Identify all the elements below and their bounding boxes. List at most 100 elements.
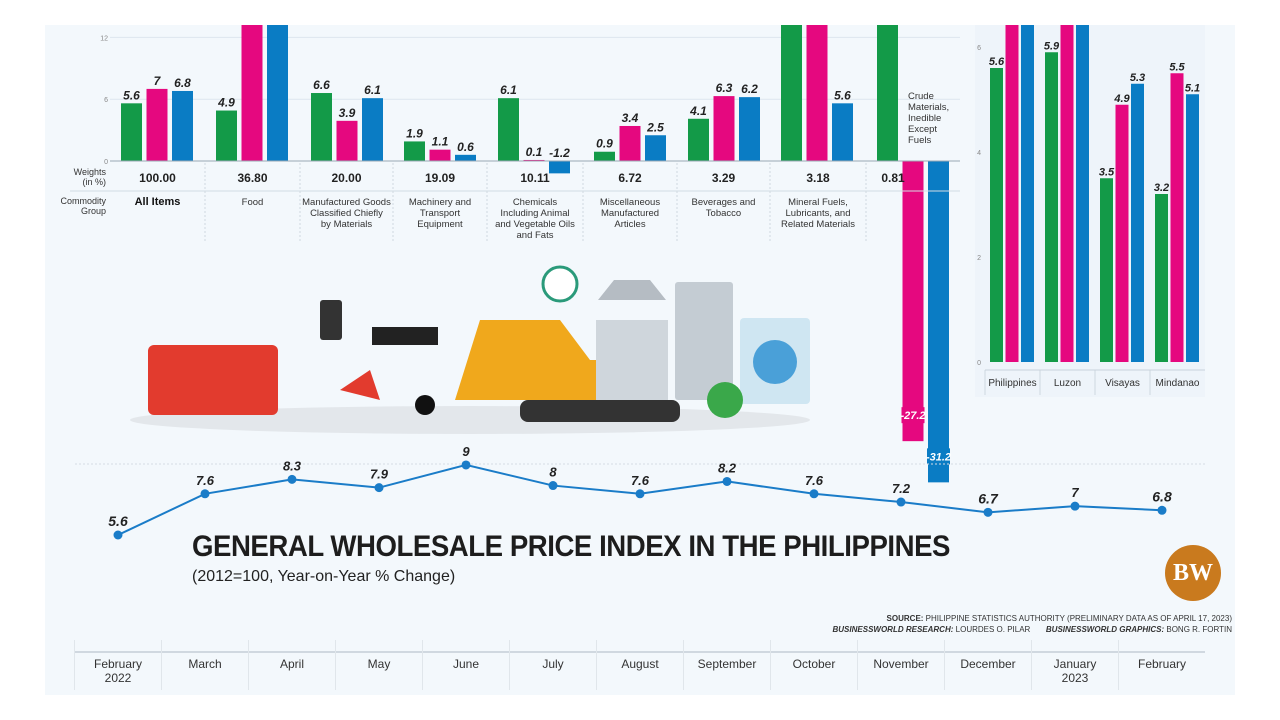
line-value-label: 7.9 bbox=[370, 467, 389, 482]
bar-value-label: 3.2 bbox=[1154, 182, 1169, 194]
bar-value-label: 0.9 bbox=[596, 137, 613, 151]
weights-row-label: Weights (in %) bbox=[74, 167, 107, 187]
line-value-label: 7.6 bbox=[805, 473, 824, 488]
line-point bbox=[983, 507, 993, 517]
month-label: June bbox=[453, 657, 479, 671]
category-label: Food bbox=[242, 197, 264, 208]
bar-value-label: 1.1 bbox=[432, 135, 449, 149]
bar-green bbox=[498, 98, 519, 161]
bar-green bbox=[688, 118, 709, 161]
line-point bbox=[548, 481, 558, 491]
weight-value: 3.18 bbox=[806, 171, 830, 185]
category-label: Miscellaneous Manufactured Articles bbox=[600, 197, 660, 230]
bar-value-label: 2.5 bbox=[646, 120, 664, 134]
bar-blue-clipped bbox=[267, 25, 288, 161]
fish-icon bbox=[707, 382, 743, 418]
bar-value-label: 6.2 bbox=[741, 82, 758, 96]
line-point bbox=[635, 489, 645, 499]
region-label: Visayas bbox=[1105, 378, 1140, 389]
bar-blue bbox=[832, 103, 853, 161]
line-point bbox=[200, 489, 210, 499]
bar-value-label: 5.5 bbox=[1169, 61, 1185, 73]
line-value-label: 8.3 bbox=[283, 458, 302, 473]
bar-green bbox=[1155, 194, 1168, 362]
region-label: Philippines bbox=[988, 378, 1036, 389]
bar-value-label: 5.6 bbox=[989, 56, 1005, 68]
bar-value-label: 5.6 bbox=[834, 88, 851, 102]
oil-drop-icon bbox=[415, 395, 435, 415]
category-label: Beverages and Tobacco bbox=[692, 197, 756, 219]
microchip-icon bbox=[372, 327, 438, 345]
bar-blue bbox=[172, 90, 193, 161]
bar-blue-clipped bbox=[1021, 25, 1034, 362]
bar-value-label: 4.1 bbox=[689, 104, 707, 118]
line-value-label: 5.6 bbox=[108, 513, 128, 529]
line-point bbox=[113, 530, 123, 540]
line-value-label: 6.8 bbox=[1152, 488, 1172, 504]
category-label: Chemicals Including Animal and Vegetable O… bbox=[495, 197, 575, 241]
bar-value-label: -1.2 bbox=[549, 146, 570, 160]
staff-credit: BUSINESSWORLD RESEARCH: LOURDES O. PILAR… bbox=[833, 625, 1233, 634]
bar-blue bbox=[739, 97, 760, 161]
weight-value: 36.80 bbox=[237, 171, 267, 185]
group-row-label: Commodity Group bbox=[60, 196, 106, 216]
bar-green bbox=[1100, 178, 1113, 362]
bar-value-label: 0.1 bbox=[526, 145, 543, 159]
month-label: March bbox=[188, 657, 221, 671]
bar-value-badge bbox=[927, 448, 950, 465]
line-value-label: 7.6 bbox=[631, 473, 650, 488]
bar-value-label: 6.3 bbox=[716, 81, 733, 95]
bar-blue bbox=[928, 161, 949, 483]
line-point bbox=[1157, 505, 1167, 515]
y-tick-label: 6 bbox=[104, 97, 108, 104]
bar-green bbox=[311, 93, 332, 161]
bar-value-label: -27.2 bbox=[900, 410, 925, 422]
weight-value: 19.09 bbox=[425, 171, 455, 185]
graphics-label: BUSINESSWORLD GRAPHICS: bbox=[1045, 625, 1165, 634]
bar-blue bbox=[1131, 83, 1144, 362]
bar-pink-clipped bbox=[806, 25, 828, 161]
month-label: April bbox=[280, 657, 304, 671]
line-value-label: 7 bbox=[1071, 485, 1079, 500]
grocery-basket-icon bbox=[148, 345, 278, 415]
bar-pink bbox=[1115, 104, 1129, 362]
bar-green bbox=[990, 68, 1003, 362]
line-point bbox=[896, 497, 906, 507]
businessworld-logo: BW bbox=[1165, 545, 1221, 601]
research-label: BUSINESSWORLD RESEARCH: bbox=[832, 625, 954, 634]
bar-value-label: 6.8 bbox=[174, 76, 191, 90]
weight-value: 100.00 bbox=[139, 171, 176, 185]
bar-value-label: 5.6 bbox=[123, 88, 140, 102]
line-point bbox=[1070, 501, 1080, 511]
graphics-text: BONG R. FORTIN bbox=[1166, 625, 1232, 634]
category-label: Mineral Fuels, Lubricants, and Related Mat… bbox=[781, 197, 855, 230]
bar-blue bbox=[1186, 94, 1199, 362]
bar-blue bbox=[645, 135, 666, 161]
bar-value-label: 4.9 bbox=[1113, 93, 1130, 105]
month-label: October bbox=[793, 657, 836, 671]
line-value-label: 6.7 bbox=[978, 490, 999, 506]
month-label: December bbox=[960, 657, 1015, 671]
bar-value-label: 4.9 bbox=[217, 96, 235, 110]
line-value-label: 8.2 bbox=[718, 460, 737, 475]
bar-green bbox=[216, 110, 237, 161]
bar-value-label: -31.2 bbox=[926, 451, 951, 463]
bar-blue bbox=[455, 154, 476, 161]
category-label: Machinery and Transport Equipment bbox=[409, 197, 471, 230]
bar-value-label: 5.9 bbox=[1044, 40, 1060, 52]
weight-value: 3.29 bbox=[712, 171, 736, 185]
bar-value-badge bbox=[901, 407, 925, 424]
line-value-label: 7.2 bbox=[892, 481, 911, 496]
month-label: May bbox=[368, 657, 391, 671]
phone-icon bbox=[320, 300, 342, 340]
y-tick-label: 2 bbox=[977, 255, 981, 262]
chart-title: GENERAL WHOLESALE PRICE INDEX IN THE PHI… bbox=[192, 530, 950, 563]
bar-value-label: 0.6 bbox=[457, 140, 474, 154]
bar-value-label: 7 bbox=[154, 74, 162, 88]
bar-green bbox=[121, 103, 142, 161]
month-label: November bbox=[873, 657, 928, 671]
bar-pink-clipped bbox=[1005, 25, 1019, 362]
line-value-label: 8 bbox=[549, 465, 557, 480]
research-text: LOURDES O. PILAR bbox=[955, 625, 1031, 634]
line-value-label: 7.6 bbox=[196, 473, 215, 488]
